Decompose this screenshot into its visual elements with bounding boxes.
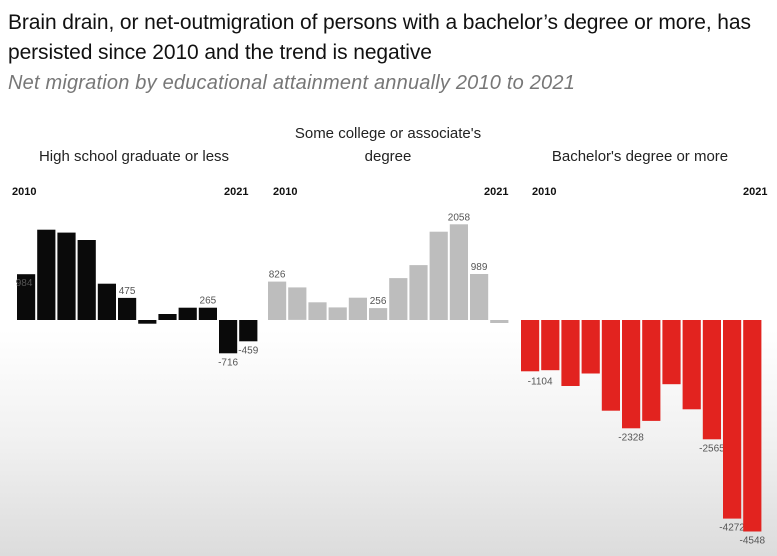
panel3-start-year: 2010	[532, 186, 557, 198]
chart-subtitle: Net migration by educational attainment …	[8, 72, 576, 94]
high-school-bar-2021	[239, 320, 258, 342]
some-college-bar-2011	[288, 287, 307, 320]
high-school-bar-2013	[77, 240, 96, 320]
panel1-start-year: 2010	[12, 186, 37, 198]
panel-title-high-school: High school graduate or less	[38, 148, 230, 165]
bachelors-bar-2018	[682, 320, 701, 410]
panel1-end-year: 2021	[224, 186, 249, 198]
bachelors-bar-2021	[743, 320, 762, 532]
high-school-value-label-2015: 475	[119, 286, 136, 297]
some-college-bar-2010	[268, 281, 287, 320]
some-college-bar-2019	[449, 224, 468, 320]
panel2-end-year: 2021	[484, 186, 509, 198]
some-college-bar-2018	[429, 231, 448, 320]
high-school-value-label-2010: 984	[16, 278, 33, 289]
bachelors-bar-2011	[541, 320, 560, 371]
panel3-end-year: 2021	[743, 186, 768, 198]
bachelors-bar-2015	[622, 320, 641, 429]
high-school-bar-2016	[138, 320, 157, 324]
bachelors-bar-2010	[521, 320, 540, 372]
bachelors-bar-2020	[723, 320, 742, 519]
high-school-bar-2020	[219, 320, 238, 354]
some-college-bar-2012	[308, 302, 327, 320]
high-school-bar-2017	[158, 314, 177, 320]
some-college-bar-2021	[490, 320, 509, 323]
high-school-bar-2010	[17, 274, 36, 320]
high-school-bar-2018	[178, 307, 197, 320]
bachelors-bar-2017	[662, 320, 681, 385]
bachelors-bar-2019	[702, 320, 721, 440]
high-school-bar-2015	[118, 297, 137, 320]
some-college-value-label-2015: 256	[370, 296, 387, 307]
some-college-bar-2013	[328, 307, 347, 320]
high-school-bar-2012	[57, 232, 76, 320]
high-school-bar-2014	[97, 283, 116, 320]
some-college-bar-2014	[348, 297, 367, 320]
some-college-value-label-2020: 989	[471, 262, 488, 273]
bachelors-value-label-2021: -4548	[740, 536, 766, 547]
some-college-value-label-2010: 826	[269, 270, 286, 281]
bachelors-bar-2012	[561, 320, 580, 386]
some-college-bar-2020	[470, 274, 489, 320]
bachelors-value-label-2015: -2328	[618, 432, 644, 443]
some-college-bar-2017	[409, 265, 428, 320]
bachelors-bar-2013	[581, 320, 600, 374]
bachelors-bar-2014	[601, 320, 620, 411]
panel-title-some-college: Some college or associate's degree	[294, 125, 482, 165]
panel2-start-year: 2010	[273, 186, 298, 198]
bachelors-value-label-2019: -2565	[699, 443, 725, 454]
high-school-bar-2011	[37, 229, 56, 320]
high-school-value-label-2020: -716	[218, 357, 238, 368]
bachelors-value-label-2020: -4272	[719, 523, 745, 534]
high-school-value-label-2021: -459	[238, 345, 258, 356]
panel-title-bachelors: Bachelor's degree or more	[551, 148, 729, 165]
bachelors-value-label-2010: -1104	[528, 376, 553, 387]
some-college-value-label-2019: 2058	[448, 212, 471, 223]
chart-title: Brain drain, or net-outmigration of pers…	[8, 11, 751, 64]
bachelors-bar-2016	[642, 320, 661, 421]
some-college-bar-2015	[369, 308, 388, 320]
high-school-value-label-2019: 265	[200, 296, 217, 307]
some-college-bar-2016	[389, 278, 408, 320]
high-school-bar-2019	[198, 307, 217, 320]
